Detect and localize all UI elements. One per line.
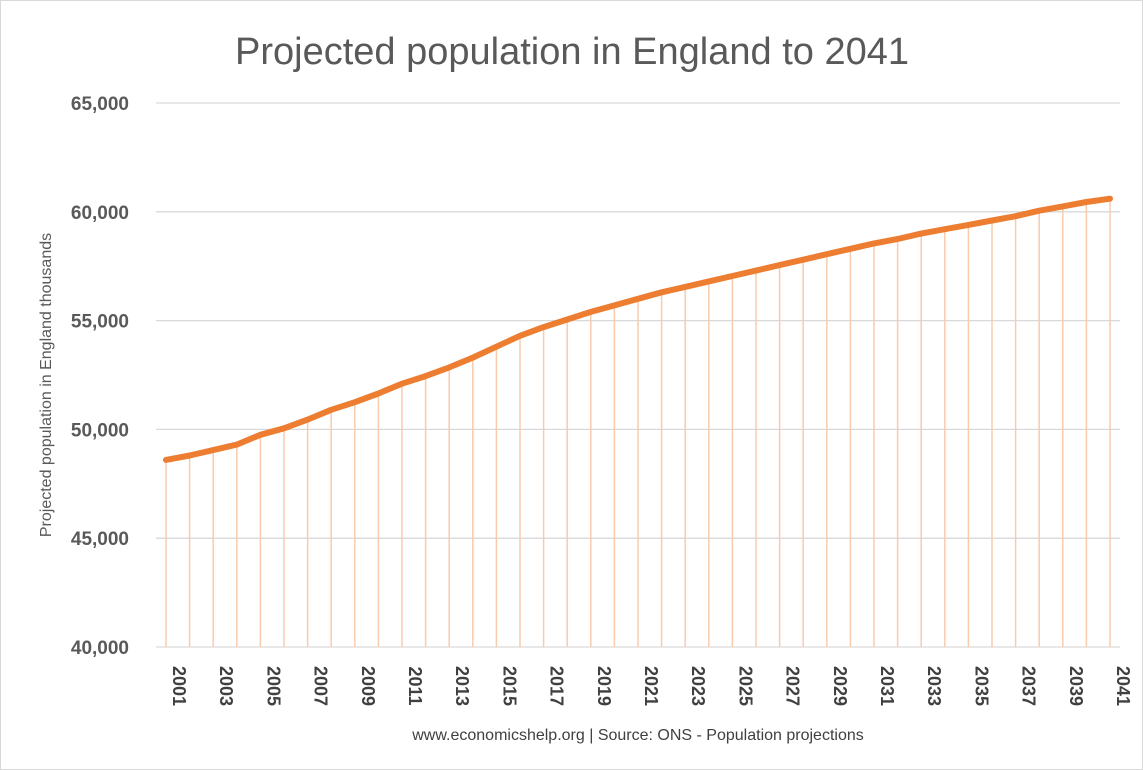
- y-tick-label: 45,000: [71, 529, 129, 550]
- data-point: [163, 457, 169, 463]
- x-tick-label: 2027: [783, 666, 803, 706]
- data-point: [1013, 213, 1019, 219]
- data-point: [541, 324, 547, 330]
- data-point: [588, 309, 594, 315]
- data-point: [942, 226, 948, 232]
- data-point: [375, 390, 381, 396]
- data-point: [423, 373, 429, 379]
- data-point: [399, 381, 405, 387]
- x-tick-label: 2029: [830, 666, 850, 706]
- data-point: [564, 317, 570, 323]
- data-point: [1107, 196, 1113, 202]
- data-point: [1060, 203, 1066, 209]
- x-axis-ticks: 2001 2003 2005 2007 2009 2011 2013 2015 2017 2019…: [169, 666, 1133, 706]
- data-point: [706, 278, 712, 284]
- data-point: [847, 246, 853, 252]
- data-point: [305, 417, 311, 423]
- data-point: [682, 284, 688, 290]
- x-tick-label: 2009: [358, 666, 378, 706]
- data-point: [824, 251, 830, 257]
- y-tick-label: 40,000: [71, 638, 129, 659]
- x-tick-label: 2041: [1113, 666, 1133, 706]
- data-point: [470, 355, 476, 361]
- data-point: [493, 344, 499, 350]
- source-note: www.economicshelp.org | Source: ONS - Po…: [411, 727, 863, 744]
- data-point: [281, 425, 287, 431]
- x-tick-label: 2017: [547, 666, 567, 706]
- data-point: [989, 218, 995, 224]
- x-tick-label: 2039: [1066, 666, 1086, 706]
- x-tick-label: 2021: [641, 666, 661, 706]
- x-tick-label: 2037: [1019, 666, 1039, 706]
- data-point: [871, 240, 877, 246]
- drop-lines: [165, 198, 1111, 647]
- y-tick-label: 50,000: [71, 420, 129, 441]
- x-tick-label: 2007: [311, 666, 331, 706]
- data-point: [352, 399, 358, 405]
- x-tick-label: 2023: [688, 666, 708, 706]
- data-point: [257, 432, 263, 438]
- data-point: [895, 236, 901, 242]
- x-tick-label: 2015: [499, 666, 519, 706]
- data-point: [777, 262, 783, 268]
- data-point: [965, 222, 971, 228]
- data-point: [611, 302, 617, 308]
- x-tick-label: 2005: [263, 666, 283, 706]
- data-point: [328, 407, 334, 413]
- data-point: [446, 364, 452, 370]
- data-point: [1036, 208, 1042, 214]
- x-tick-label: 2025: [735, 666, 755, 706]
- data-point: [753, 268, 759, 274]
- y-tick-label: 65,000: [71, 94, 129, 115]
- data-point: [187, 453, 193, 459]
- data-point: [918, 231, 924, 237]
- data-point: [1083, 199, 1089, 205]
- y-tick-label: 55,000: [71, 312, 129, 333]
- x-tick-label: 2031: [877, 666, 897, 706]
- x-tick-label: 2019: [594, 666, 614, 706]
- data-point: [517, 333, 523, 339]
- x-tick-label: 2003: [216, 666, 236, 706]
- x-tick-label: 2033: [924, 666, 944, 706]
- x-tick-label: 2035: [971, 666, 991, 706]
- y-axis-label: Projected population in England thousand…: [38, 233, 55, 537]
- series-group: [163, 195, 1113, 463]
- data-point: [800, 257, 806, 263]
- chart-title: Projected population in England to 2041: [235, 31, 909, 73]
- data-point: [234, 442, 240, 448]
- y-tick-label: 60,000: [71, 203, 129, 224]
- x-tick-label: 2001: [169, 666, 189, 706]
- x-tick-label: 2013: [452, 666, 472, 706]
- data-point: [635, 296, 641, 302]
- data-point: [659, 289, 665, 295]
- data-point: [729, 273, 735, 279]
- x-tick-label: 2011: [405, 666, 425, 705]
- data-point: [210, 447, 216, 453]
- y-axis-ticks: 40,000 45,000 50,000 55,000 60,000 65,000: [71, 94, 129, 659]
